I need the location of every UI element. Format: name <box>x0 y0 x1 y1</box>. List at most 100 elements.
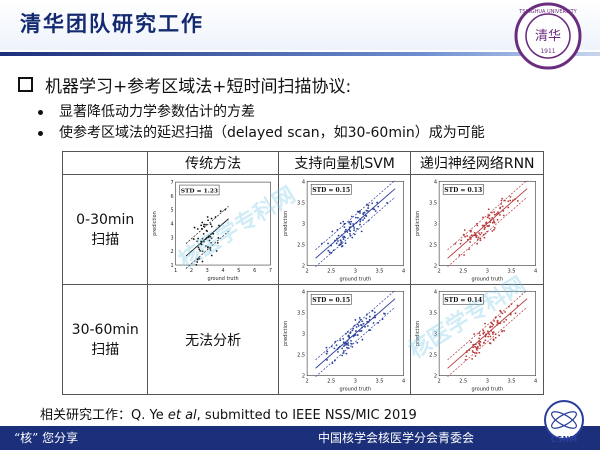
row-label-line1: 30-60min <box>71 321 139 338</box>
y-axis-label: prediction <box>415 321 421 346</box>
scatter-point <box>484 339 487 342</box>
scatter-point <box>501 330 504 332</box>
y-tick-label: 2 <box>434 264 437 270</box>
scatter-point <box>199 249 202 252</box>
scatter-plot-traditional-0-30: 1 2 3 4 5 6 7 1 2 3 4 5 6 7 ground truth prediction STD … <box>152 180 272 282</box>
plot-cell: 2 2.5 3 3.5 4 2 2.5 3 3.5 4 ground truth prediction… <box>410 174 544 285</box>
row-label-line2: 扫描 <box>91 341 120 358</box>
scatter-point <box>196 240 199 243</box>
scatter-point <box>475 346 478 349</box>
x-tick-label: 2 <box>190 268 193 274</box>
fit-line <box>447 188 528 259</box>
y-tick-label: 4 <box>171 222 174 228</box>
scatter-point <box>368 315 371 318</box>
scatter-point <box>193 238 196 240</box>
scatter-point <box>210 223 213 226</box>
scatter-point <box>207 216 209 218</box>
plot-cell: 2 2.5 3 3.5 4 2 2.5 3 3.5 4 ground truth prediction… <box>277 174 412 285</box>
y-tick-label: 2.5 <box>430 243 438 249</box>
scatter-point <box>483 228 486 231</box>
scatter-point <box>360 329 363 332</box>
x-tick-label: 4 <box>222 268 225 274</box>
scatter-point <box>345 343 348 346</box>
scatter-point <box>336 351 339 353</box>
scatter-point <box>495 336 498 339</box>
scatter-point <box>335 344 338 347</box>
scatter-point <box>504 311 507 313</box>
scatter-point <box>342 345 345 348</box>
confidence-line <box>186 206 230 244</box>
y-tick-label: 4 <box>302 179 305 185</box>
scatter-point <box>475 234 477 237</box>
scatter-point <box>494 226 497 229</box>
x-axis-label: ground truth <box>472 387 504 393</box>
scatter-point <box>339 239 342 242</box>
bullet-text: 使参考区域法的延迟扫描（delayed scan，如30-60min）成为可能 <box>59 125 485 141</box>
scatter-point <box>488 208 491 211</box>
scatter-plot-svm-30-60: 2 2.5 3 3.5 4 2 2.5 3 3.5 4 ground truth prediction… <box>283 289 405 392</box>
scatter-point <box>487 216 489 219</box>
header-traditional: 传统方法 <box>147 151 279 175</box>
x-tick-label: 3.5 <box>508 379 516 385</box>
x-axis-label: ground truth <box>208 276 239 282</box>
scatter-point <box>355 326 358 328</box>
scatter-point <box>203 232 205 235</box>
scatter-point <box>503 330 506 332</box>
scatter-point <box>327 249 330 252</box>
scatter-point <box>476 348 478 351</box>
scatter-point <box>493 228 496 231</box>
scatter-point <box>468 248 471 251</box>
std-box <box>310 184 352 195</box>
x-tick-label: 2.5 <box>327 269 335 275</box>
plot-cell: 2 2.5 3 3.5 4 2 2.5 3 3.5 4 ground truth prediction… <box>410 284 544 395</box>
scatter-point <box>359 220 361 223</box>
scatter-point <box>478 337 481 340</box>
scatter-point <box>500 199 503 202</box>
footer-bar: “核” 您分享 中国核学会核医学分会青委会 <box>0 426 600 450</box>
scatter-point <box>482 216 485 219</box>
scatter-point <box>479 239 482 242</box>
scatter-point <box>487 335 490 338</box>
scatter-point <box>509 199 512 202</box>
scatter-point <box>479 334 482 337</box>
row-label-line2: 扫描 <box>91 231 120 248</box>
x-tick-label: 2 <box>305 379 308 385</box>
scatter-point <box>477 236 480 239</box>
scatter-point <box>469 241 472 243</box>
scatter-point <box>476 242 479 245</box>
scatter-point <box>481 232 483 234</box>
scatter-point <box>356 341 359 344</box>
scatter-point <box>503 321 506 323</box>
scatter-point <box>344 228 347 231</box>
scatter-point <box>374 210 377 212</box>
bullet-item-2: 使参考区域法的延迟扫描（delayed scan，如30-60min）成为可能 <box>38 122 485 142</box>
scatter-point <box>345 352 348 355</box>
scatter-plot-rnn-0-30: 2 2.5 3 3.5 4 2 2.5 3 3.5 4 ground truth prediction… <box>415 179 537 283</box>
fit-line <box>186 218 230 257</box>
scatter-point <box>342 350 345 352</box>
csnm-logo: CSNM <box>544 400 584 444</box>
footer-left-text: “核” 您分享 <box>14 431 79 445</box>
scatter-point <box>514 312 517 315</box>
x-axis-label: ground truth <box>472 277 504 283</box>
na-cell: 无法分析 <box>147 284 279 395</box>
scatter-point <box>458 254 461 256</box>
x-tick-label: 3.5 <box>508 269 516 275</box>
scatter-point <box>493 211 496 213</box>
scatter-point <box>351 345 354 348</box>
scatter-point <box>356 216 359 219</box>
scatter-point <box>349 339 352 342</box>
scatter-point <box>466 235 469 237</box>
scatter-point <box>325 352 328 355</box>
scatter-point <box>484 226 487 229</box>
std-box <box>443 184 484 195</box>
scatter-point <box>373 311 376 314</box>
scatter-point <box>201 221 204 224</box>
scatter-point <box>475 236 478 239</box>
confidence-line <box>315 196 396 267</box>
table-header-row: 传统方法 支持向量机SVM 递归神经网络RNN <box>61 151 544 175</box>
scatter-point <box>199 257 201 260</box>
scatter-point <box>372 322 375 324</box>
confidence-line <box>315 306 396 377</box>
scatter-point <box>491 211 494 214</box>
